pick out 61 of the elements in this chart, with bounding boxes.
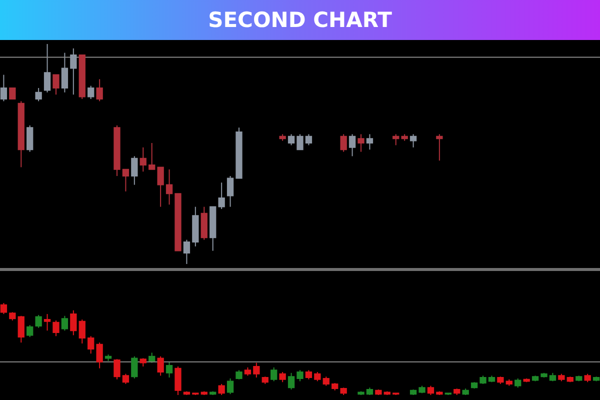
candlestick (166, 361, 173, 378)
candlestick (322, 376, 330, 386)
candlestick (427, 385, 434, 395)
candlestick (96, 78, 103, 102)
candlestick (157, 166, 164, 208)
candlestick (226, 378, 234, 395)
candlestick (436, 134, 443, 162)
candlestick (52, 320, 60, 337)
candlestick (122, 168, 130, 192)
candlestick (174, 366, 182, 395)
candlestick (288, 134, 295, 146)
candlestick (131, 156, 138, 186)
candlestick (358, 134, 364, 152)
candlestick (166, 168, 173, 206)
candlestick (218, 182, 225, 210)
candlestick (305, 370, 312, 380)
candlestick (9, 88, 16, 100)
candlestick (70, 48, 77, 96)
candlestick (18, 315, 24, 344)
candlestick (0, 303, 8, 315)
candlestick (236, 370, 242, 380)
candlestick (140, 146, 146, 172)
candlestick (514, 378, 522, 388)
candlestick (88, 85, 94, 100)
candlestick (26, 324, 34, 338)
candlestick (366, 134, 374, 150)
candlestick (44, 314, 51, 332)
candlestick (88, 336, 94, 354)
candlestick (279, 372, 286, 383)
candlestick (44, 44, 51, 93)
candlestick (410, 134, 417, 148)
candlestick (392, 134, 400, 146)
candlestick (96, 342, 103, 369)
candlestick (270, 366, 278, 382)
candlestick (114, 358, 120, 380)
candlestick (340, 134, 347, 152)
candlestick (148, 352, 156, 364)
candlestick (253, 362, 260, 378)
candlestick (52, 74, 60, 96)
candlestick (314, 372, 321, 382)
candlestick (78, 319, 86, 344)
candlestick (288, 372, 295, 390)
candlestick (226, 176, 234, 208)
candlestick (218, 383, 225, 395)
candlestick (305, 134, 312, 146)
candlestick (183, 239, 190, 264)
candlestick (296, 134, 304, 150)
chart-title: SECOND CHART (0, 0, 600, 40)
candlestick (35, 314, 42, 328)
candlestick (26, 124, 34, 152)
candlestick (0, 74, 8, 102)
candlestick (61, 52, 68, 93)
candlestick (296, 370, 304, 382)
candlestick (157, 356, 164, 376)
candlestick (70, 310, 77, 336)
candlestick (35, 88, 42, 102)
candlestick (122, 373, 130, 384)
candlestick (148, 142, 156, 170)
candlestick (61, 315, 68, 332)
candlestick (131, 356, 138, 379)
candlestick (348, 134, 356, 157)
